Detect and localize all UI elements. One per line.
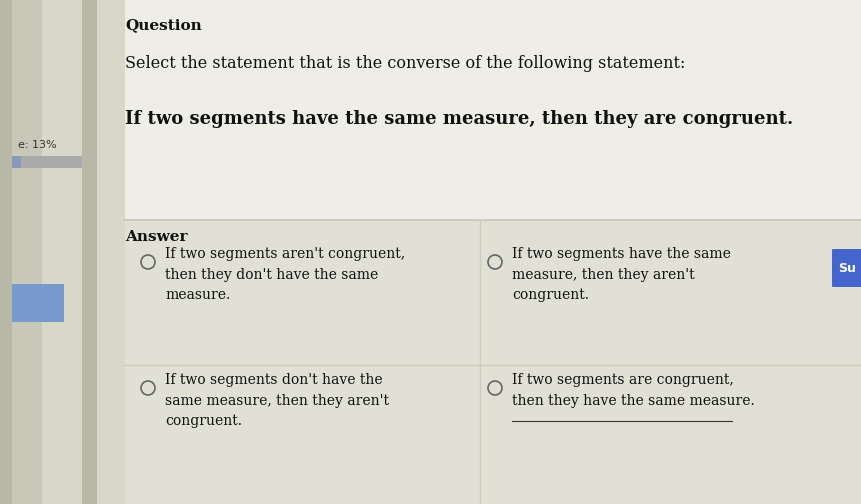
Text: Question: Question <box>125 18 201 32</box>
FancyBboxPatch shape <box>12 284 64 322</box>
Text: e: 13%: e: 13% <box>18 140 57 150</box>
FancyBboxPatch shape <box>12 156 21 168</box>
FancyBboxPatch shape <box>82 0 97 504</box>
Text: If two segments aren't congruent,
then they don't have the same
measure.: If two segments aren't congruent, then t… <box>165 247 406 302</box>
FancyBboxPatch shape <box>97 0 125 504</box>
Text: Select the statement that is the converse of the following statement:: Select the statement that is the convers… <box>125 55 685 72</box>
Text: Su: Su <box>838 262 856 275</box>
FancyBboxPatch shape <box>12 156 82 168</box>
FancyBboxPatch shape <box>125 0 861 220</box>
Text: If two segments don't have the
same measure, then they aren't
congruent.: If two segments don't have the same meas… <box>165 373 389 428</box>
FancyBboxPatch shape <box>12 0 42 504</box>
FancyBboxPatch shape <box>0 0 12 504</box>
Text: If two segments have the same
measure, then they aren't
congruent.: If two segments have the same measure, t… <box>512 247 731 302</box>
Text: If two segments are congruent,
then they have the same measure.: If two segments are congruent, then they… <box>512 373 755 408</box>
FancyBboxPatch shape <box>125 220 861 504</box>
FancyBboxPatch shape <box>832 249 861 287</box>
Text: Answer: Answer <box>125 230 188 244</box>
FancyBboxPatch shape <box>42 0 82 504</box>
Text: If two segments have the same measure, then they are congruent.: If two segments have the same measure, t… <box>125 110 793 128</box>
